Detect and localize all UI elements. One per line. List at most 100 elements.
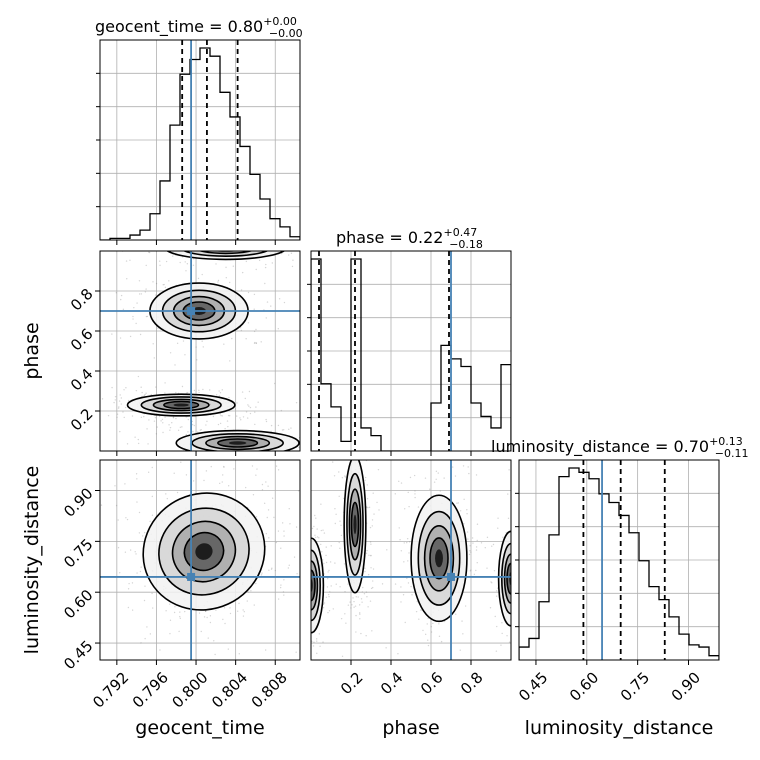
sample-point <box>305 590 306 591</box>
sample-point <box>218 454 219 455</box>
sample-point <box>265 248 266 249</box>
sample-point <box>523 605 524 606</box>
sample-point <box>317 240 318 241</box>
sample-point <box>214 653 216 656</box>
sample-point <box>260 574 263 576</box>
sample-point <box>283 594 285 596</box>
sample-point <box>255 328 257 331</box>
sample-point <box>320 543 322 546</box>
sample-point <box>326 586 329 588</box>
sample-point <box>364 479 366 481</box>
sample-point <box>323 532 326 534</box>
sample-point <box>399 539 401 541</box>
title-base: luminosity_distance = 0.70 <box>491 437 709 457</box>
x-tick-label: 0.90 <box>668 668 704 704</box>
sample-point <box>290 611 291 612</box>
sample-point <box>275 465 278 467</box>
sample-point <box>514 540 515 541</box>
sample-point <box>257 457 258 458</box>
sample-point <box>296 497 297 498</box>
sample-point <box>187 431 189 433</box>
density-contour <box>343 460 367 594</box>
sample-point <box>335 583 337 585</box>
sample-point <box>169 456 171 458</box>
sample-point <box>136 302 138 304</box>
sample-point <box>179 261 181 264</box>
sample-point <box>177 674 179 676</box>
sample-point <box>307 586 308 587</box>
sample-point <box>507 493 509 495</box>
sample-point <box>257 452 258 453</box>
sample-point <box>476 562 478 564</box>
sample-point <box>260 232 261 233</box>
sample-point <box>469 550 471 552</box>
sample-point <box>184 610 186 613</box>
sample-point <box>314 534 316 536</box>
sample-point <box>155 282 158 285</box>
sample-point <box>218 457 219 458</box>
sample-point <box>135 553 137 555</box>
sample-point <box>318 537 320 539</box>
sample-point <box>288 507 290 510</box>
sample-point <box>212 415 215 418</box>
sample-point <box>326 685 327 686</box>
sample-point <box>223 465 225 468</box>
sample-point <box>341 449 342 450</box>
sample-point <box>272 244 273 245</box>
sample-point <box>271 567 273 569</box>
sample-point <box>135 389 138 392</box>
sample-point <box>208 248 209 249</box>
sample-point <box>236 402 238 404</box>
x-tick-label: 0.60 <box>566 668 602 704</box>
sample-point <box>169 429 171 431</box>
sample-point <box>192 480 195 482</box>
sample-point <box>400 601 402 603</box>
sample-point <box>270 305 272 307</box>
grid-phase-geocent_time <box>100 251 300 451</box>
sample-point <box>239 417 241 419</box>
sample-point <box>192 238 193 239</box>
sample-point <box>365 660 366 661</box>
sample-point <box>261 458 262 459</box>
sample-point <box>517 538 518 539</box>
sample-point <box>357 420 358 421</box>
sample-point <box>527 595 528 596</box>
sample-point <box>251 465 254 467</box>
sample-point <box>315 517 317 519</box>
sample-point <box>355 631 357 633</box>
sample-point <box>457 502 459 504</box>
sample-point <box>134 436 136 438</box>
sample-point <box>95 589 97 591</box>
sample-point <box>353 600 355 603</box>
sample-point <box>114 395 117 398</box>
sample-point <box>131 609 134 611</box>
sample-point <box>323 602 326 604</box>
sample-point <box>316 528 318 530</box>
sample-point <box>500 644 502 646</box>
sample-point <box>325 554 327 557</box>
sample-point <box>514 528 515 529</box>
sample-point <box>305 644 306 645</box>
sample-point <box>168 280 170 282</box>
sample-point <box>217 281 219 283</box>
sample-point <box>247 246 248 247</box>
sample-point <box>469 545 471 547</box>
sample-point <box>360 444 361 445</box>
sample-point <box>161 418 164 421</box>
sample-point <box>227 414 230 417</box>
sample-point <box>182 340 185 342</box>
density-contour <box>140 396 222 414</box>
sample-point <box>249 412 252 415</box>
sample-point <box>344 613 346 615</box>
sample-point <box>118 400 121 402</box>
sample-point <box>358 604 361 606</box>
sample-point <box>152 343 154 345</box>
sample-point <box>227 648 229 650</box>
sample-point <box>169 632 171 635</box>
sample-point <box>297 490 300 492</box>
sample-point <box>238 452 239 453</box>
sample-point <box>201 273 203 276</box>
sample-point <box>364 567 366 570</box>
sample-point <box>496 587 499 589</box>
sample-point <box>177 429 180 432</box>
